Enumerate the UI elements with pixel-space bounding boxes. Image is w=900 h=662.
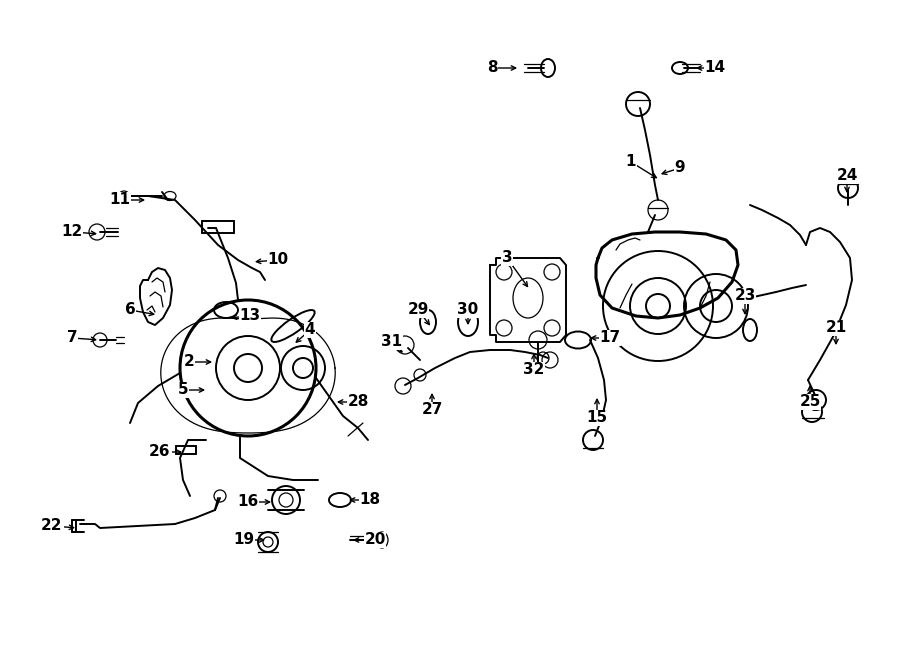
Text: 27: 27 <box>421 402 443 418</box>
Text: 3: 3 <box>501 250 512 265</box>
Text: 22: 22 <box>41 518 63 534</box>
Text: 21: 21 <box>825 320 847 336</box>
Text: 28: 28 <box>347 395 369 410</box>
Text: 24: 24 <box>836 169 858 183</box>
Text: 29: 29 <box>408 303 428 318</box>
Text: 19: 19 <box>233 532 255 547</box>
Text: 7: 7 <box>67 330 77 346</box>
Text: 11: 11 <box>110 193 130 207</box>
Text: 1: 1 <box>626 154 636 169</box>
Text: 31: 31 <box>382 334 402 350</box>
Text: 30: 30 <box>457 303 479 318</box>
Text: 25: 25 <box>799 395 821 410</box>
Text: 12: 12 <box>61 224 83 240</box>
Text: 13: 13 <box>239 308 261 324</box>
Text: 23: 23 <box>734 289 756 303</box>
Text: 16: 16 <box>238 495 258 510</box>
Text: 9: 9 <box>675 160 685 175</box>
Text: 5: 5 <box>177 383 188 397</box>
Text: 15: 15 <box>587 410 608 426</box>
Text: 2: 2 <box>184 354 194 369</box>
Text: 10: 10 <box>267 252 289 267</box>
Text: 17: 17 <box>599 330 621 346</box>
Text: 32: 32 <box>523 363 544 377</box>
Text: 20: 20 <box>364 532 386 547</box>
Text: 26: 26 <box>149 444 171 459</box>
Text: 14: 14 <box>705 60 725 75</box>
Text: 6: 6 <box>124 303 135 318</box>
Text: 4: 4 <box>305 322 315 338</box>
Text: 8: 8 <box>487 60 498 75</box>
Text: 18: 18 <box>359 493 381 508</box>
